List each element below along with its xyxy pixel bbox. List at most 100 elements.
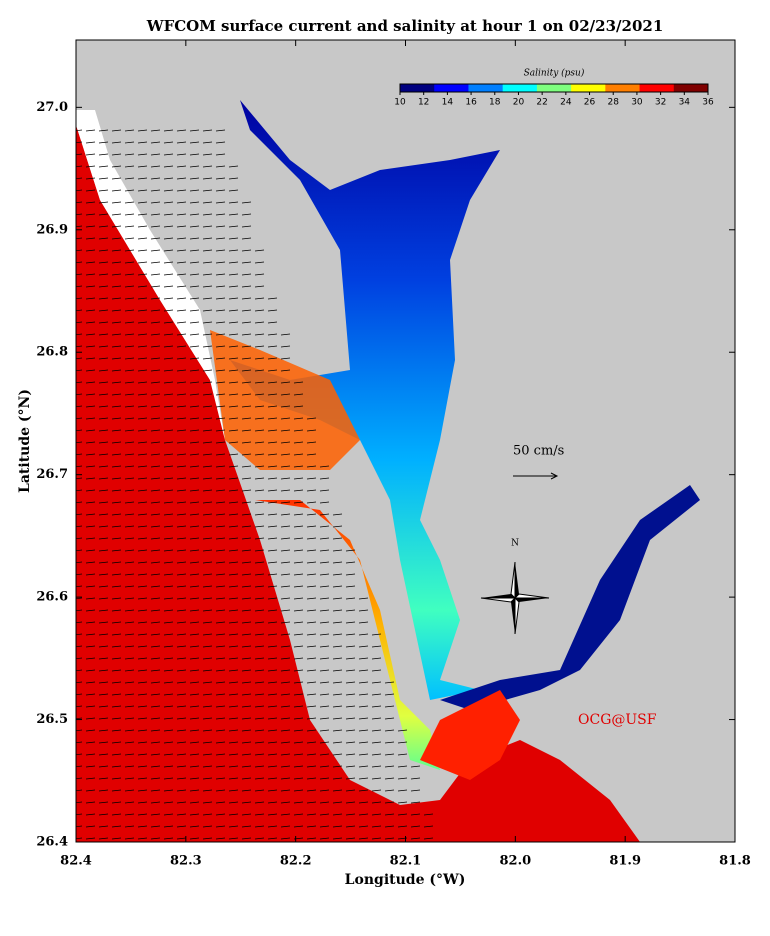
vector [267, 513, 278, 516]
vector [150, 621, 161, 624]
vector [124, 333, 135, 336]
current-vectors [76, 129, 434, 840]
vector [111, 777, 122, 780]
vector [163, 837, 174, 840]
vector [215, 585, 226, 588]
vector [319, 801, 330, 804]
vector [137, 225, 148, 228]
vector [111, 285, 122, 288]
vector [150, 309, 161, 312]
vector [241, 717, 252, 720]
vector [176, 789, 187, 792]
vector [371, 717, 382, 720]
vector [319, 813, 330, 816]
colorbar-frame [399, 83, 709, 93]
vector [267, 297, 278, 300]
vector [85, 153, 96, 156]
vector [111, 489, 122, 492]
vector [150, 501, 161, 504]
vector [137, 357, 148, 360]
vector [85, 261, 96, 264]
vector [241, 609, 252, 612]
vector [98, 645, 109, 648]
vector [150, 573, 161, 576]
vector [280, 585, 291, 588]
vector [241, 537, 252, 540]
vector [85, 729, 96, 732]
vector [228, 837, 239, 840]
vector [111, 609, 122, 612]
vector [76, 621, 83, 624]
vector [176, 417, 187, 420]
vector [137, 237, 148, 240]
vector [254, 345, 265, 348]
vector [215, 309, 226, 312]
vector [267, 645, 278, 648]
vector [85, 717, 96, 720]
vector [280, 417, 291, 420]
vector [241, 453, 252, 456]
vector [176, 321, 187, 324]
vector [176, 141, 187, 144]
vector [111, 537, 122, 540]
vector [111, 657, 122, 660]
vector [397, 789, 408, 792]
vector [228, 825, 239, 828]
vector [332, 597, 343, 600]
vector [410, 765, 421, 768]
vector [267, 453, 278, 456]
vector [163, 297, 174, 300]
vector [280, 549, 291, 552]
vector [241, 393, 252, 396]
vector [228, 489, 239, 492]
vector [384, 741, 395, 744]
vector [254, 429, 265, 432]
vector [176, 405, 187, 408]
vector [306, 705, 317, 708]
vector [176, 477, 187, 480]
y-tick-label: 26.9 [36, 222, 68, 237]
vector [280, 561, 291, 564]
vector [111, 741, 122, 744]
vector [137, 537, 148, 540]
vector [176, 273, 187, 276]
vector [241, 645, 252, 648]
vector [254, 321, 265, 324]
vector [371, 633, 382, 636]
vector [163, 165, 174, 168]
vector [306, 573, 317, 576]
vector [176, 837, 187, 840]
vector [306, 597, 317, 600]
vector [332, 765, 343, 768]
vector [85, 813, 96, 816]
vector [319, 669, 330, 672]
vector [98, 141, 109, 144]
vector [384, 789, 395, 792]
vector [76, 441, 83, 444]
vector [280, 741, 291, 744]
vector [76, 297, 83, 300]
vector [267, 549, 278, 552]
vector [254, 801, 265, 804]
vector [98, 753, 109, 756]
vector [215, 561, 226, 564]
vector [137, 165, 148, 168]
vector [371, 729, 382, 732]
vector [137, 597, 148, 600]
vector [98, 585, 109, 588]
vector [345, 609, 356, 612]
vector [98, 513, 109, 516]
vector [85, 333, 96, 336]
vector [228, 729, 239, 732]
vector [241, 285, 252, 288]
vector [137, 621, 148, 624]
vector [293, 729, 304, 732]
vector [254, 657, 265, 660]
vector [163, 669, 174, 672]
vector [319, 621, 330, 624]
vector [76, 585, 83, 588]
vector [371, 765, 382, 768]
vector [98, 369, 109, 372]
vector [150, 441, 161, 444]
vector [137, 405, 148, 408]
